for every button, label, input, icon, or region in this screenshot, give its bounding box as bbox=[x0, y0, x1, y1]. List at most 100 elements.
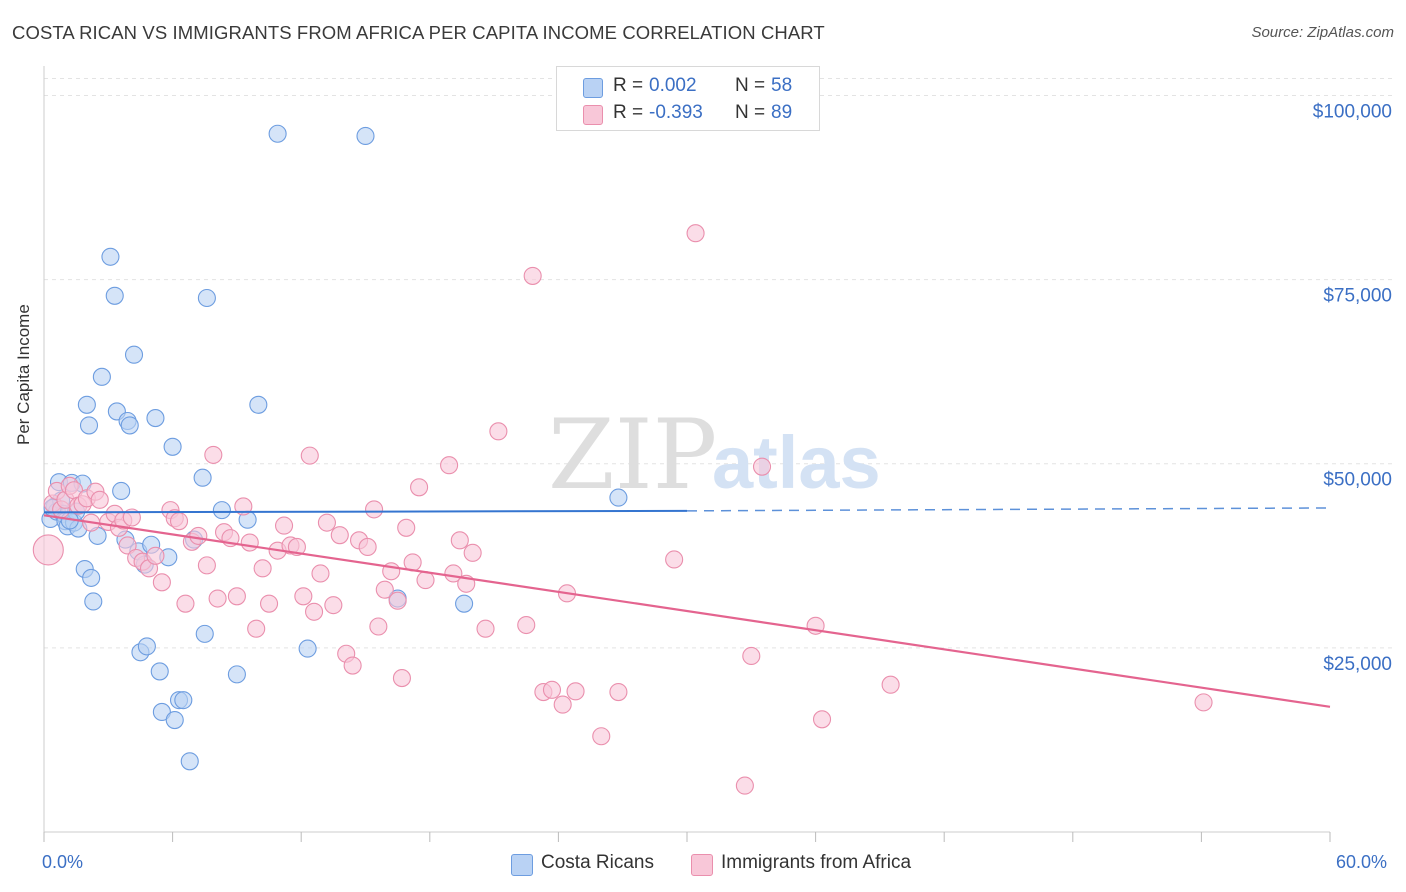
source-label: Source: ZipAtlas.com bbox=[1251, 24, 1394, 41]
watermark: ZIP atlas bbox=[548, 399, 881, 511]
point-immigrants-from-africa bbox=[365, 500, 384, 519]
point-costa-ricans bbox=[165, 710, 184, 730]
point-costa-ricans bbox=[150, 662, 169, 681]
point-immigrants-from-africa bbox=[742, 646, 761, 666]
point-immigrants-from-africa bbox=[32, 534, 64, 566]
point-immigrants-from-africa bbox=[146, 546, 165, 565]
legend-label: Immigrants from Africa bbox=[721, 852, 912, 873]
point-costa-ricans bbox=[455, 594, 474, 613]
point-costa-ricans bbox=[105, 286, 124, 305]
point-immigrants-from-africa bbox=[330, 526, 349, 545]
point-immigrants-from-africa bbox=[227, 587, 246, 606]
point-immigrants-from-africa bbox=[686, 224, 705, 243]
point-immigrants-from-africa bbox=[397, 518, 416, 537]
point-costa-ricans bbox=[77, 395, 96, 414]
point-immigrants-from-africa bbox=[375, 580, 394, 599]
point-costa-ricans bbox=[609, 488, 628, 507]
point-immigrants-from-africa bbox=[752, 457, 772, 476]
point-immigrants-from-africa bbox=[592, 727, 611, 746]
point-immigrants-from-africa bbox=[118, 536, 137, 555]
point-costa-ricans bbox=[227, 665, 246, 684]
point-immigrants-from-africa bbox=[1194, 693, 1213, 712]
point-immigrants-from-africa bbox=[247, 619, 266, 638]
point-costa-ricans bbox=[174, 691, 193, 710]
point-costa-ricans bbox=[193, 468, 212, 487]
x-tick-label-min: 0.0% bbox=[42, 852, 84, 872]
point-immigrants-from-africa bbox=[208, 589, 227, 608]
point-immigrants-from-africa bbox=[189, 526, 208, 545]
point-costa-ricans bbox=[112, 481, 131, 501]
r-value: 0.002 bbox=[649, 75, 697, 96]
n-label: N = bbox=[735, 75, 766, 96]
point-costa-ricans bbox=[152, 702, 171, 721]
point-immigrants-from-africa bbox=[881, 675, 900, 694]
x-tick-label-max: 60.0% bbox=[1336, 852, 1388, 872]
point-immigrants-from-africa bbox=[152, 573, 171, 592]
point-immigrants-from-africa bbox=[240, 533, 259, 552]
point-immigrants-from-africa bbox=[609, 683, 628, 702]
point-immigrants-from-africa bbox=[735, 776, 754, 795]
r-label: R = bbox=[613, 102, 644, 123]
r-value: -0.393 bbox=[649, 102, 703, 123]
legend-swatch-blue bbox=[511, 854, 533, 876]
point-costa-ricans bbox=[195, 624, 214, 643]
point-immigrants-from-africa bbox=[234, 497, 253, 516]
point-immigrants-from-africa bbox=[542, 680, 562, 699]
axes bbox=[43, 66, 1331, 842]
point-costa-ricans bbox=[163, 437, 182, 456]
point-costa-ricans bbox=[249, 395, 268, 414]
point-immigrants-from-africa bbox=[259, 594, 279, 613]
point-costa-ricans bbox=[146, 409, 165, 428]
point-immigrants-from-africa bbox=[122, 508, 141, 527]
legend-swatch-pink bbox=[583, 105, 603, 125]
trend-line-immigrants-from-africa bbox=[43, 514, 1331, 708]
point-immigrants-from-africa bbox=[90, 490, 109, 509]
y-axis-label: Per Capita Income bbox=[14, 304, 33, 445]
point-immigrants-from-africa bbox=[358, 537, 377, 557]
point-immigrants-from-africa bbox=[410, 478, 429, 497]
legend-swatch-blue bbox=[583, 78, 603, 98]
point-immigrants-from-africa bbox=[311, 564, 330, 583]
point-immigrants-from-africa bbox=[317, 513, 336, 532]
point-immigrants-from-africa bbox=[489, 422, 508, 441]
point-immigrants-from-africa bbox=[388, 591, 407, 610]
point-immigrants-from-africa bbox=[523, 266, 542, 285]
point-immigrants-from-africa bbox=[476, 619, 495, 638]
trend-line-costa-ricans-projection bbox=[686, 507, 1331, 512]
point-costa-ricans bbox=[298, 639, 317, 658]
point-costa-ricans bbox=[268, 124, 287, 143]
point-immigrants-from-africa bbox=[463, 543, 482, 562]
y-tick-labels: $25,000 $50,000 $75,000 $100,000 bbox=[1313, 101, 1392, 674]
point-immigrants-from-africa bbox=[812, 710, 832, 729]
trend-line-costa-ricans bbox=[43, 509, 688, 514]
n-value: 58 bbox=[771, 75, 793, 96]
point-costa-ricans bbox=[356, 126, 375, 146]
point-immigrants-from-africa bbox=[416, 571, 435, 590]
series-costa-ricans bbox=[41, 124, 628, 771]
y-tick-label: $100,000 bbox=[1313, 101, 1392, 122]
point-costa-ricans bbox=[79, 416, 99, 435]
y-tick-label: $25,000 bbox=[1323, 654, 1392, 675]
point-immigrants-from-africa bbox=[324, 596, 343, 615]
grid-lines bbox=[44, 77, 1392, 649]
point-costa-ricans bbox=[101, 247, 120, 266]
point-immigrants-from-africa bbox=[253, 559, 272, 578]
y-tick-label: $50,000 bbox=[1323, 470, 1392, 491]
point-immigrants-from-africa bbox=[197, 556, 216, 575]
point-costa-ricans bbox=[84, 592, 103, 611]
n-label: N = bbox=[735, 102, 766, 123]
point-costa-ricans bbox=[180, 752, 199, 771]
trend-lines bbox=[43, 507, 1331, 708]
point-immigrants-from-africa bbox=[305, 602, 324, 621]
legend-swatch-pink bbox=[691, 854, 713, 876]
point-costa-ricans bbox=[137, 637, 156, 656]
point-costa-ricans bbox=[124, 345, 144, 364]
y-tick-label: $75,000 bbox=[1323, 286, 1392, 307]
n-value: 89 bbox=[771, 102, 793, 123]
point-immigrants-from-africa bbox=[294, 587, 313, 606]
point-immigrants-from-africa bbox=[169, 512, 189, 531]
point-costa-ricans bbox=[92, 367, 111, 386]
point-costa-ricans bbox=[82, 568, 101, 587]
point-immigrants-from-africa bbox=[517, 615, 536, 635]
